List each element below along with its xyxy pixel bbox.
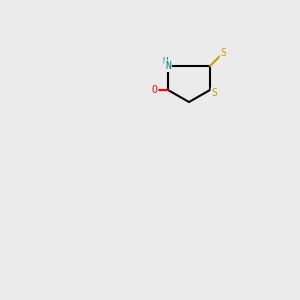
Text: H: H: [162, 57, 168, 66]
Text: S: S: [212, 88, 218, 98]
Text: N: N: [165, 61, 171, 71]
Text: S: S: [220, 47, 226, 58]
Text: O: O: [152, 85, 158, 95]
